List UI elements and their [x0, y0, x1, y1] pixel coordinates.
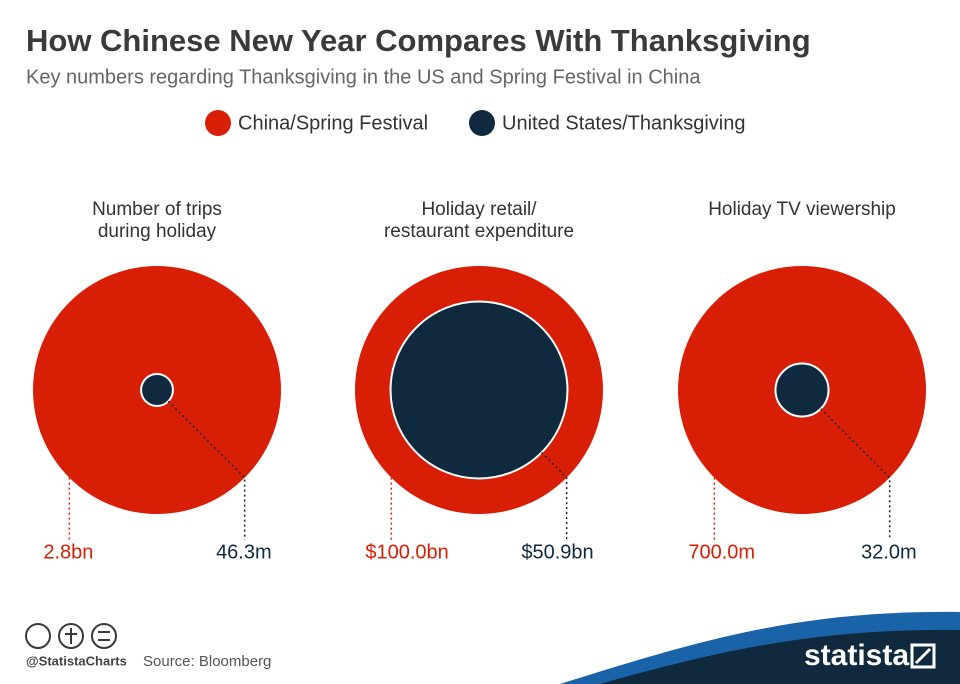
brand-icon	[910, 643, 936, 669]
panel-title: Holiday retail/ restaurant expenditure	[383, 199, 575, 242]
value-label: 2.8bn	[43, 541, 93, 563]
legend-swatch	[205, 110, 231, 136]
value-label: 700.0m	[688, 541, 755, 563]
title: How Chinese New Year Compares With Thank…	[26, 23, 811, 58]
leader-line	[167, 400, 246, 540]
leader-line	[541, 452, 568, 540]
panel-title: Holiday TV viewership	[708, 199, 896, 220]
bubble	[140, 373, 174, 407]
bubble	[389, 300, 569, 480]
license-icons	[25, 623, 117, 649]
legend-label: United States/Thanksgiving	[502, 112, 745, 134]
brand-logo: statista	[804, 639, 909, 672]
credit: @StatistaCharts	[26, 653, 127, 668]
value-label: $100.0bn	[365, 541, 448, 563]
panel-title: Number of trips during holiday	[92, 199, 222, 242]
legend-label: China/Spring Festival	[238, 112, 428, 134]
bubble	[774, 362, 830, 418]
value-label: $50.9bn	[521, 541, 593, 563]
value-label: 46.3m	[216, 541, 272, 563]
source: Source: Bloomberg	[143, 653, 271, 670]
subtitle: Key numbers regarding Thanksgiving in th…	[26, 66, 701, 88]
value-label: 32.0m	[861, 541, 917, 563]
legend-swatch	[469, 110, 495, 136]
footer-wave-dark	[600, 629, 960, 684]
